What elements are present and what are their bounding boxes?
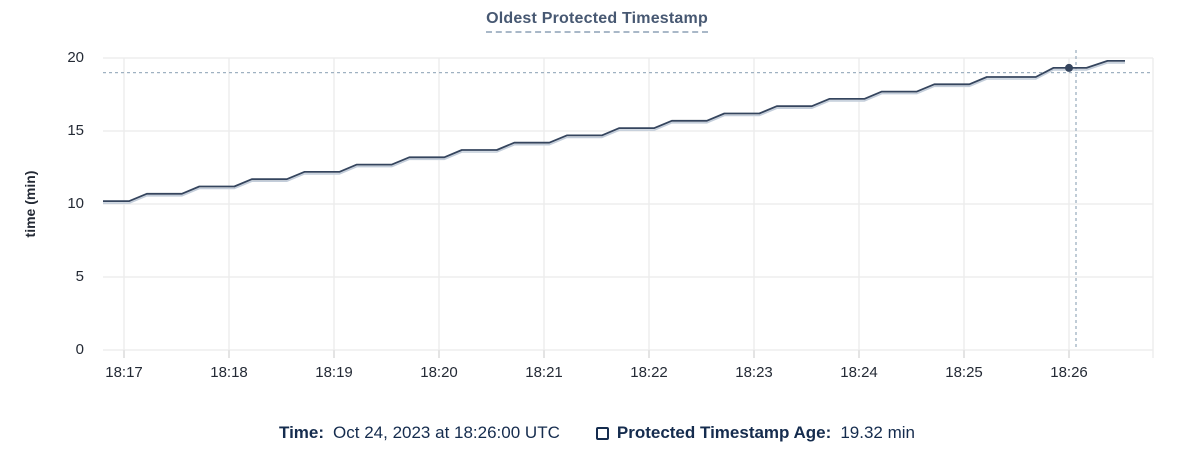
series-line (103, 60, 1125, 203)
chart-title-row: Oldest Protected Timestamp (0, 10, 1194, 33)
x-tick-label: 18:22 (630, 364, 668, 381)
x-tick-label: 18:24 (840, 364, 878, 381)
x-tick-label: 18:20 (420, 364, 458, 381)
hover-time-value: Oct 24, 2023 at 18:26:00 UTC (333, 423, 560, 442)
series-swatch-icon[interactable] (595, 426, 609, 440)
chart-title: Oldest Protected Timestamp (486, 10, 708, 33)
y-tick-label: 5 (75, 268, 84, 285)
y-tick-label: 10 (67, 195, 84, 212)
y-tick-label: 20 (67, 49, 84, 66)
legend-series-item[interactable]: Protected Timestamp Age: 19.32 min (595, 422, 915, 444)
hover-data-point-dot (1065, 63, 1073, 72)
x-tick-label: 18:26 (1050, 364, 1088, 381)
x-tick-label: 18:18 (210, 364, 248, 381)
x-tick-label: 18:17 (105, 364, 143, 381)
series-name-label: Protected Timestamp Age: (616, 423, 832, 442)
x-tick-label: 18:21 (525, 364, 563, 381)
series-line-shadow (103, 62, 1125, 204)
y-tick-label: 0 (75, 341, 84, 358)
hover-time-label: Time: (279, 423, 325, 442)
x-tick-label: 18:19 (315, 364, 353, 381)
x-tick-label: 18:23 (735, 364, 773, 381)
hover-legend-row: Time: Oct 24, 2023 at 18:26:00 UTC Prote… (0, 422, 1194, 444)
y-axis-title: time (min) (22, 170, 38, 238)
x-tick-label: 18:25 (945, 364, 983, 381)
series-hover-value: 19.32 min (840, 423, 915, 442)
y-tick-label: 15 (67, 122, 84, 139)
